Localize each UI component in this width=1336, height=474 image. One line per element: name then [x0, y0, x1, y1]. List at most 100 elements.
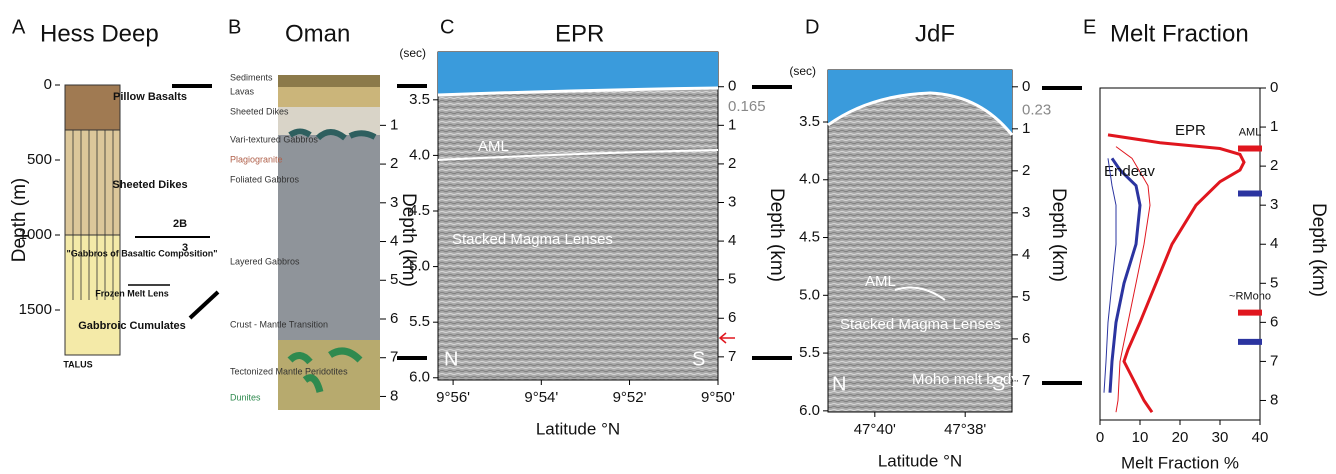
aml-reflector — [437, 149, 719, 161]
x-axis-title: Latitude °N — [878, 451, 962, 470]
y-tick-label: 5.0 — [799, 286, 820, 303]
seafloor-reflector — [437, 86, 719, 97]
seafloor-label: 0.23 — [1022, 101, 1051, 118]
y-tick-label: 7 — [390, 349, 398, 366]
aml-reflector — [894, 286, 946, 301]
annotation: Tectonized Mantle Peridotites — [230, 366, 348, 376]
y-tick-label: 5.0 — [409, 258, 430, 275]
y-tick-label: 1 — [1022, 120, 1030, 137]
x-tick-label: 40 — [1252, 429, 1269, 446]
y-tick-label: 4 — [390, 233, 398, 250]
annotation: N — [832, 373, 846, 395]
dunite-bodies — [287, 347, 363, 393]
y-tick-label: 5.5 — [409, 313, 430, 330]
time-label: (sec) — [789, 64, 816, 78]
annotation: Lavas — [230, 86, 255, 96]
marker-label: ~RMoho — [1229, 290, 1271, 302]
annotation: TALUS — [63, 359, 92, 369]
gabbro-lenses — [288, 128, 377, 141]
annotation: Dunites — [230, 392, 261, 402]
annotation: Gabbroic Cumulates — [78, 320, 186, 332]
x-axis-title: Melt Fraction % — [1121, 453, 1239, 472]
y-tick-label: 7 — [1022, 372, 1030, 389]
x-tick-label: 20 — [1172, 429, 1189, 446]
y-tick-label: 4 — [1270, 235, 1278, 252]
seafloor-reflector — [827, 91, 1014, 136]
y-tick-label: 5 — [728, 271, 736, 288]
y-tick-label: 2 — [390, 155, 398, 172]
y-tick-label: 2 — [1022, 162, 1030, 179]
y-tick-label: 2 — [1270, 157, 1278, 174]
annotation: Foliated Gabbros — [230, 174, 300, 184]
y-tick-label: 0 — [1022, 78, 1030, 95]
y-tick-label: 3.5 — [409, 91, 430, 108]
lava-layer — [278, 87, 380, 107]
time-label: (sec) — [399, 46, 426, 60]
x-tick-label: 9°56' — [436, 389, 470, 406]
water-column — [438, 52, 718, 95]
y-tick-label: 4.5 — [799, 229, 820, 246]
annotation: Frozen Melt Lens — [95, 288, 169, 298]
panel-letter: A — [12, 16, 26, 38]
y-tick-label: 1500 — [19, 301, 52, 318]
x-axis-title: Latitude °N — [536, 419, 620, 438]
annotation: S — [692, 348, 705, 370]
y-tick-label: 5 — [390, 271, 398, 288]
panel-title: Oman — [285, 20, 350, 47]
annotation: 3 — [182, 242, 188, 254]
marker-label: AML — [1239, 126, 1262, 138]
y-tick-label: 6 — [1270, 313, 1278, 330]
y-tick-label: 0 — [1270, 79, 1278, 96]
annotation: Sheeted Dikes — [230, 106, 289, 116]
annotation: Stacked Magma Lenses — [840, 316, 1001, 333]
pillow-layer — [64, 84, 121, 131]
y-tick-label: 500 — [27, 151, 52, 168]
x-tick-label: 47°38' — [944, 421, 986, 438]
seafloor-label: 0.165 — [728, 98, 766, 115]
annotation: Sheeted Dikes — [112, 179, 187, 191]
annotation: S — [992, 373, 1005, 395]
annotation: N — [444, 348, 458, 370]
y-tick-label: 0 — [44, 76, 52, 93]
panel-title: Hess Deep — [40, 20, 159, 47]
y-tick-label: 7 — [728, 348, 736, 365]
annotation: Moho melt body — [912, 371, 1019, 388]
y-tick-label: 4.5 — [409, 202, 430, 219]
panel-letter: E — [1083, 16, 1096, 38]
y-tick-label: 8 — [1270, 391, 1278, 408]
y-tick-label: 7 — [1270, 352, 1278, 369]
panel-title: Melt Fraction — [1110, 20, 1249, 47]
y-tick-label: 6 — [390, 310, 398, 327]
y-tick-label: 4 — [728, 232, 736, 249]
annotation: 2B — [173, 218, 187, 230]
y-tick-label: 1 — [1270, 118, 1278, 135]
panel-title: EPR — [555, 20, 604, 47]
series-label: EPR — [1175, 122, 1206, 139]
y-tick-label: 1 — [390, 116, 398, 133]
axis-title: Depth (km) — [766, 188, 787, 282]
series-label: Endeav — [1104, 163, 1155, 180]
y-tick-label: 4.0 — [799, 171, 820, 188]
y-tick-label: 6 — [1022, 330, 1030, 347]
x-tick-label: 30 — [1212, 429, 1229, 446]
x-tick-label: 9°50' — [701, 389, 735, 406]
y-tick-label: 2 — [728, 155, 736, 172]
melt-curve — [1107, 133, 1246, 414]
annotation: Sediments — [230, 72, 273, 82]
annotation: AML — [865, 273, 896, 290]
y-tick-label: 6.0 — [409, 369, 430, 386]
annotation: Stacked Magma Lenses — [452, 231, 613, 248]
y-tick-label: 3 — [728, 193, 736, 210]
link-bar — [188, 290, 220, 320]
melt-curve — [1115, 146, 1151, 413]
y-tick-label: 3.5 — [799, 113, 820, 130]
moho-arrow — [718, 332, 735, 344]
melt-curve — [1103, 158, 1117, 393]
sediment-layer — [278, 75, 380, 87]
x-tick-label: 9°54' — [524, 389, 558, 406]
y-tick-label: 0 — [728, 78, 736, 95]
seismic-image — [827, 69, 1013, 413]
gabbro-layer — [278, 135, 380, 340]
y-tick-label: 6 — [728, 309, 736, 326]
